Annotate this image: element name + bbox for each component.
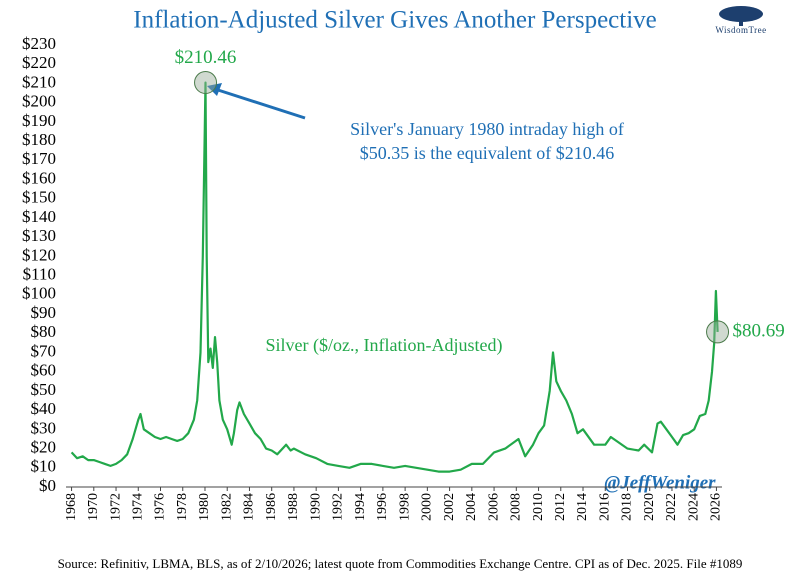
x-tick-label: 2000 xyxy=(420,493,435,521)
logo-tree xyxy=(719,6,763,22)
highlight-circle xyxy=(194,71,218,95)
y-tick-label: $60 xyxy=(31,361,57,380)
x-tick-label: 1982 xyxy=(219,493,234,521)
y-tick-label: $50 xyxy=(31,380,57,399)
x-tick-label: 1992 xyxy=(331,493,346,521)
y-tick-label: $90 xyxy=(31,303,57,322)
y-tick-label: $110 xyxy=(23,265,56,284)
x-tick-label: 2016 xyxy=(597,493,612,521)
callout-arrow xyxy=(217,88,306,120)
y-tick-label: $30 xyxy=(31,418,57,437)
y-tick-label: $220 xyxy=(22,53,56,72)
x-tick-label: 2004 xyxy=(464,493,479,521)
x-tick-label: 1980 xyxy=(197,493,212,521)
x-tick-label: 2002 xyxy=(442,493,457,521)
x-tick-label: 2020 xyxy=(642,493,657,521)
y-tick-label: $40 xyxy=(31,399,57,418)
x-tick-label: 2022 xyxy=(664,493,679,521)
data-label: $80.69 xyxy=(733,320,785,341)
logo: WisdomTree xyxy=(715,6,766,35)
x-tick-label: 1976 xyxy=(153,493,168,521)
y-tick-label: $210 xyxy=(22,72,56,91)
x-tick-label: 2018 xyxy=(620,493,635,521)
x-tick-label: 1968 xyxy=(64,493,79,521)
y-tick-label: $130 xyxy=(22,226,56,245)
y-tick-label: $180 xyxy=(22,130,56,149)
y-tick-label: $0 xyxy=(39,476,56,495)
x-tick-label: 1994 xyxy=(353,493,368,521)
series-label: Silver ($/oz., Inflation-Adjusted) xyxy=(266,335,503,356)
y-tick-label: $10 xyxy=(31,457,57,476)
y-tick-label: $140 xyxy=(22,207,56,226)
x-tick-label: 1978 xyxy=(175,493,190,521)
x-tick-label: 1998 xyxy=(397,493,412,521)
y-tick-label: $20 xyxy=(31,437,57,456)
x-tick-label: 2010 xyxy=(531,493,546,521)
x-tick-label: 1996 xyxy=(375,493,390,521)
source-note: Source: Refinitiv, LBMA, BLS, as of 2/10… xyxy=(58,556,743,571)
x-tick-label: 2006 xyxy=(486,493,501,521)
logo-trunk xyxy=(739,18,743,26)
y-tick-label: $190 xyxy=(22,111,56,130)
callout-line: Silver's January 1980 intraday high of xyxy=(350,119,624,139)
y-tick-label: $160 xyxy=(22,168,56,187)
y-tick-label: $200 xyxy=(22,92,56,111)
y-tick-label: $230 xyxy=(22,34,56,53)
x-tick-label: 1970 xyxy=(86,493,101,521)
y-tick-label: $170 xyxy=(22,149,56,168)
data-label: $210.46 xyxy=(175,47,237,68)
chart-title: Inflation-Adjusted Silver Gives Another … xyxy=(133,7,657,34)
x-tick-label: 1990 xyxy=(308,493,323,521)
y-tick-label: $120 xyxy=(22,245,56,264)
logo-text: WisdomTree xyxy=(715,25,766,35)
series-line xyxy=(70,81,719,473)
y-tick-label: $150 xyxy=(22,188,56,207)
x-tick-label: 1974 xyxy=(130,493,145,521)
x-tick-label: 2008 xyxy=(509,493,524,521)
x-tick-label: 2014 xyxy=(575,493,590,521)
x-tick-label: 2012 xyxy=(553,493,568,521)
x-tick-label: 1972 xyxy=(108,493,123,521)
x-tick-label: 1986 xyxy=(264,493,279,521)
x-tick-label: 2024 xyxy=(686,493,701,521)
highlight-circle xyxy=(706,320,730,344)
callout-line: $50.35 is the equivalent of $210.46 xyxy=(360,143,614,163)
handle: @JeffWeniger xyxy=(604,472,716,493)
x-tick-label: 1984 xyxy=(242,493,257,521)
x-tick-label: 1988 xyxy=(286,493,301,521)
y-tick-label: $100 xyxy=(22,284,56,303)
y-tick-label: $70 xyxy=(31,341,57,360)
y-tick-label: $80 xyxy=(31,322,57,341)
x-tick-label: 2026 xyxy=(709,493,724,521)
